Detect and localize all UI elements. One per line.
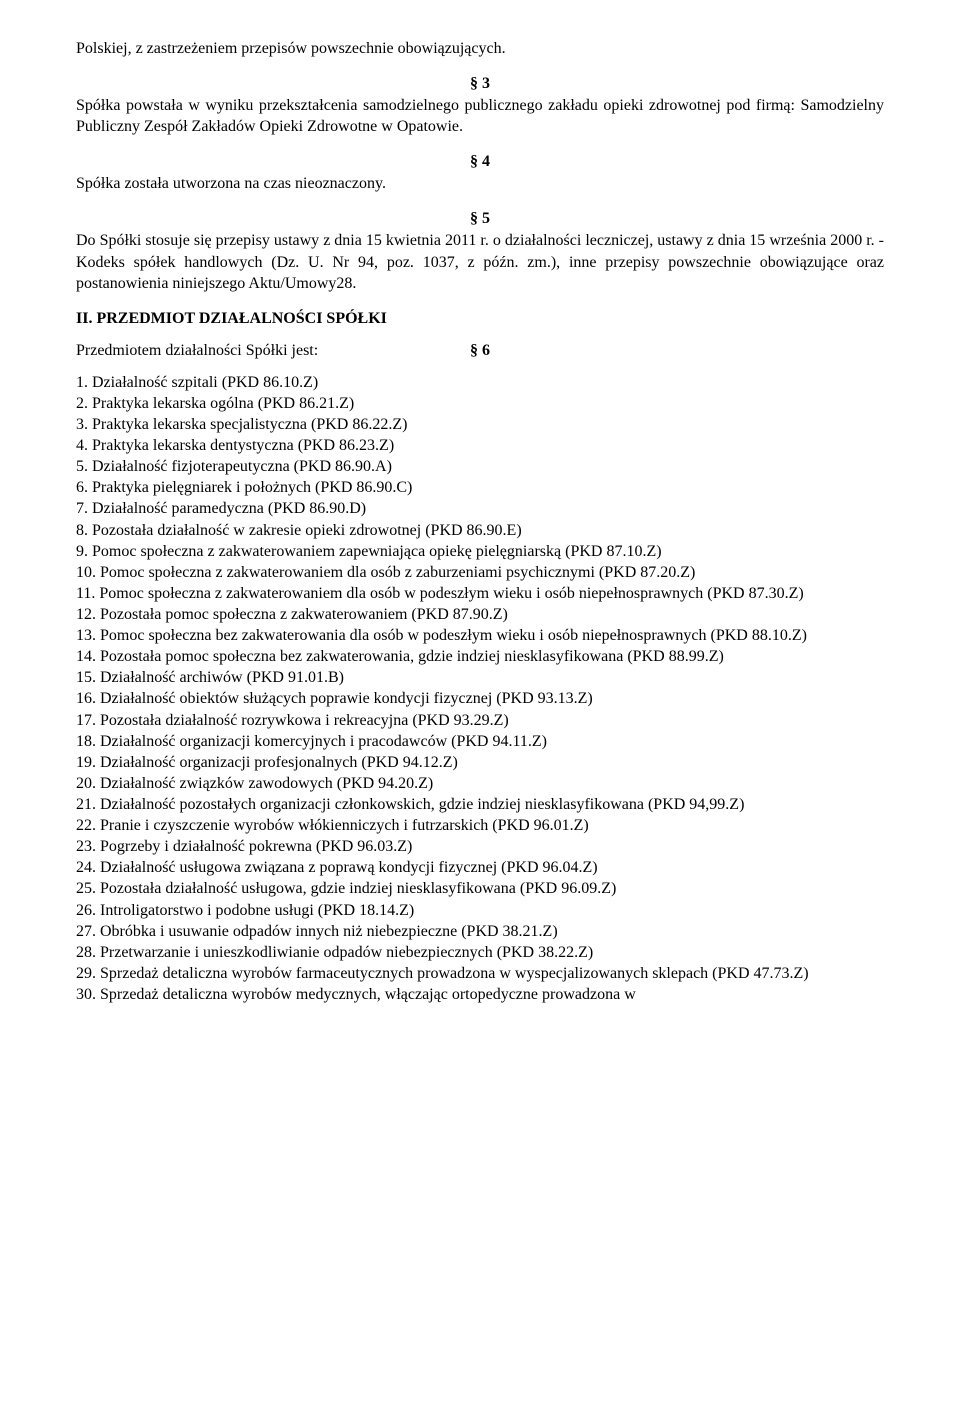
heading-section-ii: II. PRZEDMIOT DZIAŁALNOŚCI SPÓŁKI xyxy=(76,310,884,328)
activity-item: 29. Sprzedaż detaliczna wyrobów farmaceu… xyxy=(76,963,884,984)
activity-item: 27. Obróbka i usuwanie odpadów innych ni… xyxy=(76,921,884,942)
activity-item: 10. Pomoc społeczna z zakwaterowaniem dl… xyxy=(76,562,884,583)
activity-item: 11. Pomoc społeczna z zakwaterowaniem dl… xyxy=(76,583,884,604)
activity-item: 23. Pogrzeby i działalność pokrewna (PKD… xyxy=(76,836,884,857)
activity-item: 13. Pomoc społeczna bez zakwaterowania d… xyxy=(76,625,884,646)
section-6-intro-block: § 6 Przedmiotem działalności Spółki jest… xyxy=(76,342,884,360)
activity-item: 6. Praktyka pielęgniarek i położnych (PK… xyxy=(76,477,884,498)
activity-item: 30. Sprzedaż detaliczna wyrobów medyczny… xyxy=(76,984,884,1005)
activity-item: 26. Introligatorstwo i podobne usługi (P… xyxy=(76,900,884,921)
section-4-text: Spółka została utworzona na czas nieozna… xyxy=(76,173,884,194)
activity-item: 19. Działalność organizacji profesjonaln… xyxy=(76,752,884,773)
activity-item: 5. Działalność fizjoterapeutyczna (PKD 8… xyxy=(76,456,884,477)
activity-item: 18. Działalność organizacji komercyjnych… xyxy=(76,731,884,752)
section-3-number: § 3 xyxy=(76,75,884,93)
section-6-number: § 6 xyxy=(470,342,490,360)
document-page: Polskiej, z zastrzeżeniem przepisów pows… xyxy=(0,0,960,1421)
activity-item: 21. Działalność pozostałych organizacji … xyxy=(76,794,884,815)
activity-item: 12. Pozostała pomoc społeczna z zakwater… xyxy=(76,604,884,625)
activity-item: 15. Działalność archiwów (PKD 91.01.B) xyxy=(76,667,884,688)
activity-item: 25. Pozostała działalność usługowa, gdzi… xyxy=(76,878,884,899)
activity-item: 7. Działalność paramedyczna (PKD 86.90.D… xyxy=(76,498,884,519)
activity-item: 20. Działalność związków zawodowych (PKD… xyxy=(76,773,884,794)
activity-item: 2. Praktyka lekarska ogólna (PKD 86.21.Z… xyxy=(76,393,884,414)
activity-item: 28. Przetwarzanie i unieszkodliwianie od… xyxy=(76,942,884,963)
activity-item: 3. Praktyka lekarska specjalistyczna (PK… xyxy=(76,414,884,435)
activity-list: 1. Działalność szpitali (PKD 86.10.Z)2. … xyxy=(76,372,884,1005)
section-4-number: § 4 xyxy=(76,153,884,171)
section-3-text: Spółka powstała w wyniku przekształcenia… xyxy=(76,95,884,137)
section-5-number: § 5 xyxy=(76,210,884,228)
activity-item: 4. Praktyka lekarska dentystyczna (PKD 8… xyxy=(76,435,884,456)
activity-item: 14. Pozostała pomoc społeczna bez zakwat… xyxy=(76,646,884,667)
activity-item: 24. Działalność usługowa związana z popr… xyxy=(76,857,884,878)
activity-item: 1. Działalność szpitali (PKD 86.10.Z) xyxy=(76,372,884,393)
activity-item: 9. Pomoc społeczna z zakwaterowaniem zap… xyxy=(76,541,884,562)
paragraph-top: Polskiej, z zastrzeżeniem przepisów pows… xyxy=(76,38,884,59)
section-5-text: Do Spółki stosuje się przepisy ustawy z … xyxy=(76,230,884,293)
activity-item: 22. Pranie i czyszczenie wyrobów włókien… xyxy=(76,815,884,836)
activity-item: 16. Działalność obiektów służących popra… xyxy=(76,688,884,709)
activity-item: 8. Pozostała działalność w zakresie opie… xyxy=(76,520,884,541)
activity-item: 17. Pozostała działalność rozrywkowa i r… xyxy=(76,710,884,731)
